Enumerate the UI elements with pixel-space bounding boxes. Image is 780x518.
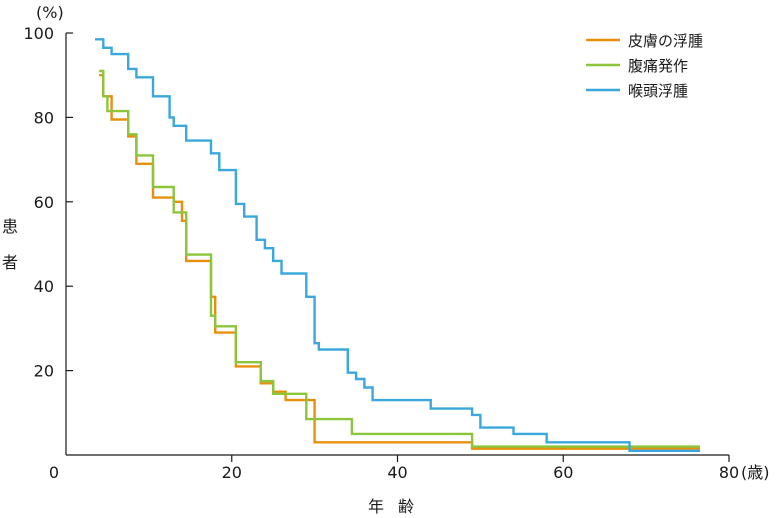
x-tick-label-20: 20 bbox=[222, 463, 242, 482]
y-tick-label-40: 40 bbox=[34, 277, 54, 296]
y-unit-label: (%) bbox=[36, 3, 64, 22]
y-tick-label-80: 80 bbox=[34, 108, 54, 127]
x-unit-label: (歳) bbox=[741, 463, 770, 482]
series-line-2 bbox=[99, 69, 700, 448]
x-tick-label-60: 60 bbox=[553, 463, 573, 482]
y-tick-label-60: 60 bbox=[34, 193, 54, 212]
y-axis-label: 患者 bbox=[2, 217, 18, 272]
series-line-1 bbox=[99, 73, 700, 450]
x-tick-label-80: 80 bbox=[719, 463, 739, 482]
legend-label-1: 皮膚の浮腫 bbox=[628, 32, 703, 50]
y-tick-label-20: 20 bbox=[34, 362, 54, 381]
series-group bbox=[95, 38, 700, 452]
series-line-3 bbox=[95, 38, 700, 452]
legend-label-3: 喉頭浮腫 bbox=[628, 82, 688, 100]
y-tick-label-100: 100 bbox=[23, 24, 54, 43]
legend-label-2: 腹痛発作 bbox=[628, 57, 688, 75]
x-tick-label-40: 40 bbox=[387, 463, 407, 482]
x-axis-label: 年齢 bbox=[368, 497, 428, 516]
x-tick-label-0: 0 bbox=[49, 463, 59, 482]
